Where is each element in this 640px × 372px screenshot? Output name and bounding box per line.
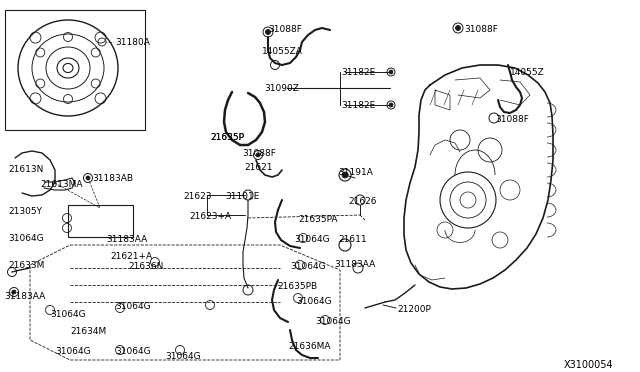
Text: 31088F: 31088F	[464, 25, 498, 34]
Text: 31191A: 31191A	[338, 168, 373, 177]
Text: 31101E: 31101E	[225, 192, 259, 201]
Text: 21636N: 21636N	[128, 262, 163, 271]
Text: 31064G: 31064G	[50, 310, 86, 319]
Text: 21633M: 21633M	[8, 261, 44, 270]
Text: 21635P: 21635P	[210, 133, 244, 142]
Circle shape	[456, 26, 461, 31]
Text: 31064G: 31064G	[115, 347, 150, 356]
Text: 31064G: 31064G	[8, 234, 44, 243]
Text: 31180A: 31180A	[115, 38, 150, 47]
Text: 31088F: 31088F	[268, 25, 302, 34]
Text: 21200P: 21200P	[397, 305, 431, 314]
Text: 31064G: 31064G	[296, 297, 332, 306]
Circle shape	[256, 153, 260, 157]
Circle shape	[342, 172, 348, 178]
Text: 31182E: 31182E	[341, 101, 375, 110]
Text: 31183AA: 31183AA	[4, 292, 45, 301]
Text: 21305Y: 21305Y	[8, 207, 42, 216]
Text: 21635P: 21635P	[210, 133, 244, 142]
Text: 21613N: 21613N	[8, 165, 44, 174]
Text: 14055ZA: 14055ZA	[262, 47, 303, 56]
Text: 21634M: 21634M	[70, 327, 106, 336]
Text: 21626: 21626	[348, 197, 376, 206]
Circle shape	[86, 176, 90, 180]
Text: 21621+A: 21621+A	[110, 252, 152, 261]
Text: 21635PA: 21635PA	[298, 215, 337, 224]
Text: 21611: 21611	[338, 235, 367, 244]
Text: 21623: 21623	[183, 192, 211, 201]
Text: 31183AA: 31183AA	[334, 260, 375, 269]
Circle shape	[12, 290, 16, 294]
Text: 21636MA: 21636MA	[288, 342, 330, 351]
Text: 31064G: 31064G	[165, 352, 200, 361]
Text: 31064G: 31064G	[115, 302, 150, 311]
Text: 21613MA: 21613MA	[40, 180, 83, 189]
Bar	[5, 10, 145, 130]
Circle shape	[389, 103, 393, 107]
Text: 21621: 21621	[244, 163, 273, 172]
Text: 31090Z: 31090Z	[264, 84, 299, 93]
Text: 31064G: 31064G	[315, 317, 351, 326]
Text: 31064G: 31064G	[55, 347, 91, 356]
Bar	[68, 205, 133, 237]
Circle shape	[266, 29, 271, 35]
Text: 31064G: 31064G	[294, 235, 330, 244]
Text: 31183AB: 31183AB	[92, 174, 133, 183]
Text: 31182E: 31182E	[341, 68, 375, 77]
Text: 31088F: 31088F	[495, 115, 529, 124]
Circle shape	[389, 70, 393, 74]
Text: 14055Z: 14055Z	[510, 68, 545, 77]
Text: X3100054: X3100054	[564, 360, 614, 370]
Text: 31183AA: 31183AA	[106, 235, 147, 244]
Text: 21623+A: 21623+A	[189, 212, 231, 221]
Text: 31088F: 31088F	[242, 149, 276, 158]
Text: 21635PB: 21635PB	[277, 282, 317, 291]
Text: 31064G: 31064G	[290, 262, 326, 271]
